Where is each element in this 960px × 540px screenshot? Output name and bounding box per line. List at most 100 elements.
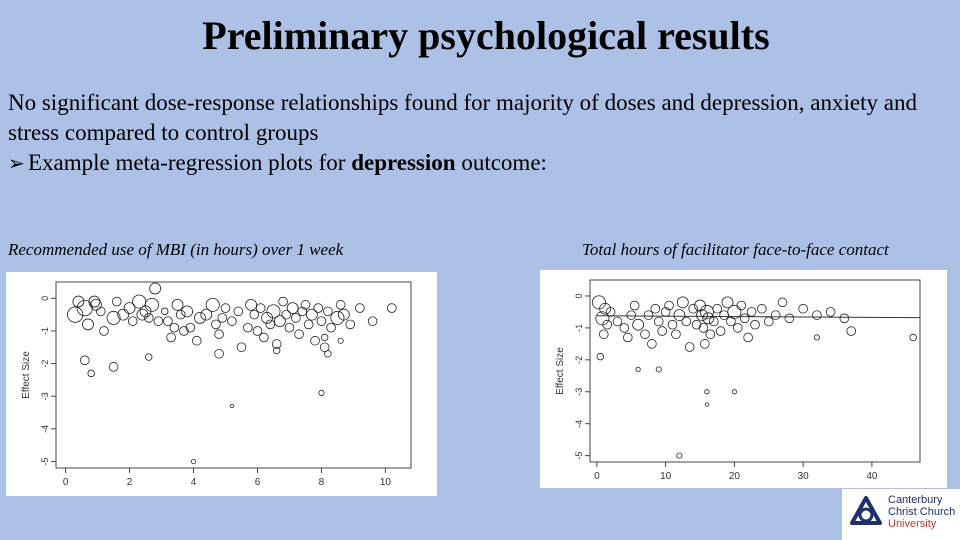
plot1-point-17: [136, 308, 149, 321]
plot2-point-31: [698, 323, 709, 333]
plot1-ytick-label-3: -3: [40, 392, 50, 400]
plot2-point-52: [777, 297, 788, 308]
plot2-point-39: [719, 310, 729, 320]
bullet-suffix: outcome:: [455, 150, 547, 175]
plot2-point-64: [655, 366, 662, 373]
plot1-ylabel: Effect Size: [21, 351, 32, 399]
plot1-point-11: [111, 296, 122, 307]
plot1-point-32: [185, 322, 196, 333]
plot2-ylabel: Effect Size: [555, 347, 566, 395]
plot2-point-44: [736, 300, 747, 311]
plot1-point-82: [190, 458, 197, 465]
plot2-ytick-label-4: -4: [574, 420, 584, 428]
plot1-point-66: [310, 335, 320, 346]
plot1-point-7: [90, 298, 102, 311]
plot1-xtick-label-3: 6: [255, 477, 261, 488]
plot2-point-63: [676, 452, 683, 459]
plot2-point-60: [704, 389, 710, 395]
plot1-point-21: [149, 282, 162, 295]
plot1-point-58: [284, 322, 295, 333]
plot1-point-48: [252, 326, 263, 336]
plot2-point-46: [743, 332, 753, 343]
slide-title: Preliminary psychological results: [202, 13, 770, 58]
plot2-point-25: [681, 316, 692, 327]
plot2-point-0: [591, 295, 606, 310]
plot1-point-61: [294, 329, 304, 340]
plot1-point-73: [335, 300, 346, 310]
plot2-regression-line: [596, 315, 921, 319]
plot2-point-42: [727, 304, 742, 319]
plot2-point-7: [612, 316, 623, 327]
plot2-point-57: [839, 313, 850, 324]
plot1-xtick-label-4: 8: [319, 477, 325, 488]
plot1-point-15: [127, 316, 138, 326]
plot1-xtick-label-1: 2: [127, 477, 133, 488]
plot2-point-50: [763, 316, 774, 327]
plot1-panel: 0 -1 -2 -3 -4 -5 0 2 4 6 8 10 Effect Size: [6, 272, 437, 496]
plot2-ytick-label-3: -3: [574, 388, 584, 396]
plot1-point-81: [229, 403, 235, 409]
plot2-point-24: [676, 296, 689, 309]
plot1-ytick-label-2: -2: [40, 360, 50, 368]
plot1-point-27: [169, 322, 180, 333]
plot1-point-39: [217, 313, 228, 323]
plot1-xtick-label-5: 10: [380, 477, 392, 488]
plot1-xtick-label-0: 0: [63, 477, 69, 488]
plot1-caption: Recommended use of MBI (in hours) over 1…: [8, 240, 344, 259]
plot2-point-59: [909, 333, 917, 342]
plot2-point-21: [667, 319, 678, 330]
arrow-bullet-icon: ➢: [8, 151, 25, 175]
plot2-point-35: [705, 329, 716, 340]
plot1-point-75: [345, 319, 356, 330]
plot1-point-14: [123, 302, 136, 315]
plot2-plot-frame: [589, 279, 921, 463]
plot2-point-18: [657, 326, 667, 336]
plot2-point-51: [770, 310, 781, 320]
plot2-point-10: [626, 310, 637, 320]
plot1-point-56: [278, 296, 288, 307]
plot1-point-59: [286, 302, 299, 315]
plot1-point-25: [163, 316, 173, 326]
plot2-xtick-label-3: 30: [798, 471, 810, 482]
plot1-point-74: [337, 308, 350, 321]
plot1-point-44: [236, 342, 247, 353]
plot2-point-38: [715, 326, 726, 336]
plot1-point-63: [300, 300, 311, 310]
plot1-point-22: [153, 316, 164, 326]
plot2-point-54: [798, 303, 808, 314]
university-logo: Canterbury Christ Church University: [842, 489, 960, 540]
plot2-ytick-label-2: -2: [574, 356, 584, 364]
plot2-point-9: [623, 332, 633, 343]
plot1-point-47: [249, 309, 260, 320]
plot1-point-80: [337, 337, 344, 344]
plot1-point-10: [106, 310, 121, 325]
plot1-point-6: [87, 369, 95, 378]
plot2-point-49: [757, 303, 767, 314]
plot1-point-68: [316, 316, 327, 326]
bullet-bold: depression: [351, 150, 456, 175]
example-bullet: ➢ Example meta-regression plots for depre…: [8, 148, 948, 178]
plot2-point-16: [650, 303, 661, 314]
plot1-point-8: [95, 306, 106, 317]
plot2-point-26: [684, 342, 695, 352]
plot2-point-40: [721, 296, 734, 309]
plot2-point-14: [643, 310, 654, 320]
plot1-point-37: [211, 319, 221, 330]
plot1-point-5: [79, 355, 90, 366]
plot1-point-71: [326, 322, 336, 333]
plot1-ytick-label-5: -5: [40, 457, 50, 465]
plot1-point-76: [355, 303, 365, 313]
plot2-point-61: [731, 389, 737, 395]
plot1-point-40: [220, 303, 231, 313]
plot1-point-55: [273, 315, 286, 328]
plot2-point-47: [746, 307, 757, 317]
plot2-point-6: [605, 307, 616, 317]
logo-line2: Christ Church: [888, 506, 956, 518]
plot1-point-43: [233, 306, 244, 317]
plot2-point-4: [598, 329, 609, 340]
plot1-xtick-label-2: 4: [191, 477, 197, 488]
plot2-point-36: [708, 316, 719, 327]
plot2-point-11: [629, 300, 640, 311]
plot2-xtick-label-1: 10: [660, 471, 672, 482]
plot1-point-23: [145, 353, 153, 361]
